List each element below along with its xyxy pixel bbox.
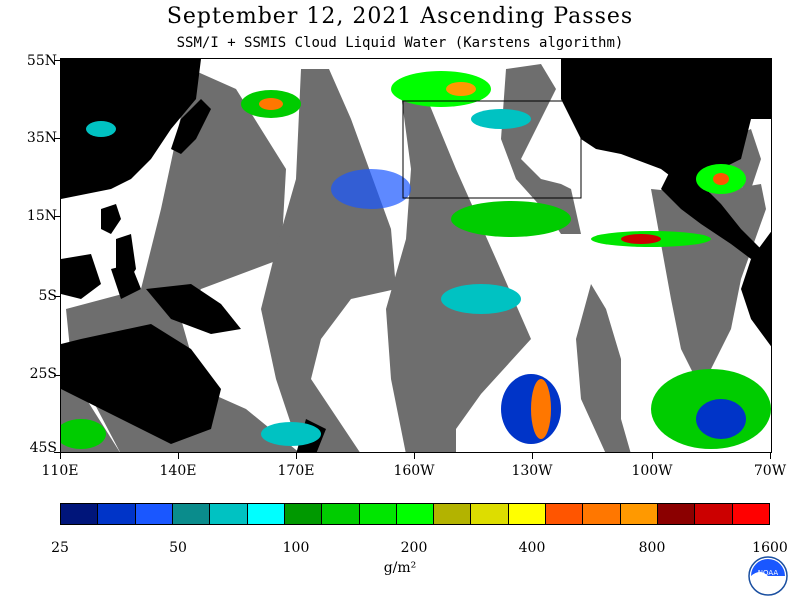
land-mexico-central-america	[661, 169, 761, 259]
colorbar-segment	[396, 504, 435, 524]
cloud-patch	[86, 121, 116, 137]
map-canvas	[61, 59, 771, 452]
lon-tick	[60, 453, 61, 459]
colorbar-segment	[695, 504, 733, 524]
lon-tick	[414, 453, 415, 459]
lon-label-110e: 110E	[41, 463, 79, 479]
lat-label-5s: 5S	[38, 288, 58, 304]
lat-label-25s: 25S	[29, 366, 57, 382]
colorbar-label-200: 200	[400, 540, 428, 556]
lon-label-70w: 70W	[753, 463, 787, 479]
colorbar-segment	[583, 504, 621, 524]
cloud-patch	[441, 284, 521, 314]
colorbar-label-50: 50	[169, 540, 187, 556]
colorbar-segment	[322, 504, 360, 524]
colorbar-segment	[359, 504, 397, 524]
colorbar-segment	[284, 504, 323, 524]
lon-tick	[178, 453, 179, 459]
lat-tick	[54, 452, 60, 453]
colorbar-segment	[135, 504, 173, 524]
lat-label-35n: 35N	[26, 130, 57, 146]
cloud-patch	[446, 82, 476, 96]
land-indonesia	[61, 254, 141, 299]
colorbar-label-100: 100	[282, 540, 310, 556]
cloud-patch	[261, 422, 321, 446]
lat-label-15n: 15N	[26, 208, 57, 224]
lat-tick	[54, 138, 60, 139]
colorbar-segment	[247, 504, 285, 524]
map-title: September 12, 2021 Ascending Passes	[166, 4, 634, 29]
swath-gap-4	[386, 79, 531, 452]
colorbar-segment	[620, 504, 658, 524]
cloud-liquid-water-map	[60, 58, 772, 453]
colorbar-segment	[508, 504, 547, 524]
colorbar	[60, 503, 770, 525]
cloud-patch	[451, 201, 571, 237]
lon-label-170e: 170E	[277, 463, 315, 479]
land-south-america	[741, 231, 771, 347]
cloud-patch	[331, 169, 411, 209]
colorbar-segment	[732, 504, 769, 524]
noaa-logo-icon: NOAA	[748, 556, 788, 596]
land-new-guinea	[146, 284, 241, 334]
land-asia	[61, 59, 201, 199]
colorbar-segment	[172, 504, 211, 524]
cloud-patches	[61, 71, 771, 449]
lon-tick	[296, 453, 297, 459]
colorbar-units: g/m²	[383, 560, 417, 576]
cloud-patch	[61, 419, 106, 449]
colorbar-segment	[98, 504, 136, 524]
cloud-patch	[713, 173, 729, 185]
cloud-patch	[259, 98, 283, 110]
lat-tick	[54, 375, 60, 376]
lon-tick	[652, 453, 653, 459]
colorbar-segment	[471, 504, 509, 524]
cloud-patch	[531, 379, 551, 439]
colorbar-segment	[210, 504, 248, 524]
lon-label-100w: 100W	[631, 463, 673, 479]
land-taiwan-philippines	[101, 204, 136, 284]
swath-gap-3	[261, 69, 396, 452]
colorbar-segment	[658, 504, 696, 524]
map-subtitle: SSM/I + SSMIS Cloud Liquid Water (Karste…	[176, 35, 624, 51]
lon-tick	[532, 453, 533, 459]
lon-label-130w: 130W	[511, 463, 553, 479]
cloud-patch	[391, 71, 491, 107]
noaa-logo-text: NOAA	[758, 569, 779, 577]
swath-gap-6	[541, 179, 581, 234]
cloud-patch	[471, 109, 531, 129]
colorbar-segment	[546, 504, 584, 524]
lat-label-55n: 55N	[26, 53, 57, 69]
land-japan	[171, 99, 211, 154]
cloud-patch	[621, 234, 661, 244]
colorbar-segment	[61, 504, 99, 524]
lon-tick	[770, 453, 771, 459]
swath-gap-7	[576, 284, 631, 452]
swath-gap-5	[501, 64, 556, 209]
lat-tick	[54, 296, 60, 297]
colorbar-label-1600: 1600	[752, 540, 788, 556]
land-masses	[61, 59, 771, 452]
lon-label-160w: 160W	[393, 463, 435, 479]
lat-tick	[54, 216, 60, 217]
colorbar-label-25: 25	[51, 540, 69, 556]
colorbar-segment	[434, 504, 472, 524]
lat-label-45s: 45S	[29, 440, 57, 456]
cloud-patch	[696, 399, 746, 439]
land-north-america	[561, 59, 771, 189]
land-australia	[61, 324, 221, 444]
lon-label-140e: 140E	[159, 463, 197, 479]
lat-tick	[54, 60, 60, 61]
colorbar-label-400: 400	[518, 540, 546, 556]
region-box	[402, 100, 582, 199]
colorbar-label-800: 800	[638, 540, 666, 556]
